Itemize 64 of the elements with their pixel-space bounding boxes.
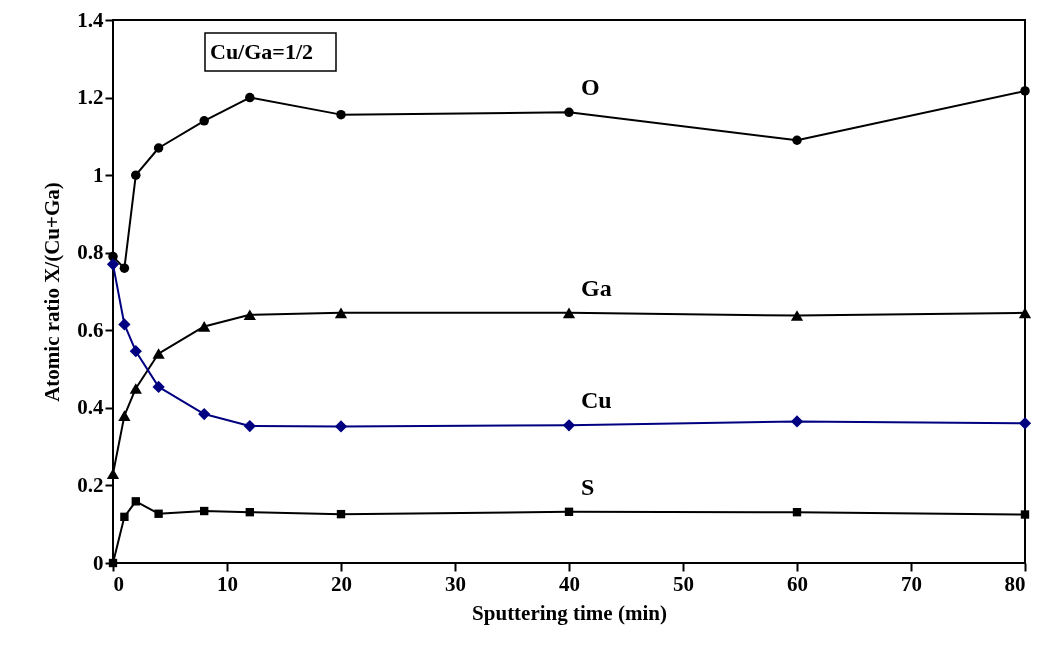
- point: [152, 348, 165, 359]
- y-tick-label: 0.4: [77, 395, 104, 420]
- point: [200, 506, 209, 516]
- x-tick-label: 60: [787, 571, 808, 596]
- point: [131, 497, 140, 506]
- point: [118, 318, 131, 331]
- point: [108, 558, 118, 568]
- point: [1020, 86, 1030, 96]
- point: [118, 410, 131, 421]
- point: [129, 345, 142, 358]
- series-label: Ga: [581, 274, 612, 301]
- series-label: Cu: [581, 387, 612, 414]
- point: [564, 107, 574, 118]
- x-tick-label: 0: [113, 571, 124, 596]
- point: [154, 509, 163, 518]
- y-tick-label: 0.6: [77, 317, 104, 342]
- y-tick-label: 0: [93, 550, 104, 575]
- point: [243, 309, 256, 321]
- point: [152, 380, 165, 394]
- x-tick-label: 20: [331, 571, 352, 596]
- annotation: Cu/Ga=1/2: [210, 39, 313, 64]
- point: [198, 407, 211, 421]
- point: [108, 251, 118, 262]
- point: [334, 420, 348, 433]
- point: [120, 512, 129, 522]
- y-tick-label: 1.2: [77, 85, 104, 110]
- point: [119, 263, 130, 273]
- point: [106, 258, 120, 271]
- point: [790, 415, 804, 428]
- point: [1018, 417, 1032, 430]
- x-tick-label: 80: [1004, 571, 1026, 596]
- point: [564, 507, 574, 516]
- point: [1018, 307, 1032, 319]
- point: [198, 321, 211, 332]
- series-label: O: [581, 74, 600, 101]
- point: [129, 383, 142, 394]
- y-axis-title: Atomic ratio X/(Cu+Ga): [40, 182, 65, 402]
- point: [1020, 510, 1030, 519]
- series-label: S: [581, 473, 595, 500]
- point: [245, 92, 255, 103]
- point: [199, 116, 209, 126]
- point: [153, 143, 164, 153]
- x-tick-label: 40: [559, 571, 580, 596]
- point: [243, 419, 256, 433]
- x-axis-title: Sputtering time (min): [472, 600, 667, 625]
- point: [336, 509, 346, 519]
- point: [792, 508, 802, 517]
- x-tick-label: 30: [445, 571, 466, 596]
- y-tick-label: 0.2: [77, 472, 104, 497]
- point: [336, 109, 346, 120]
- point: [245, 508, 254, 517]
- point: [562, 307, 576, 319]
- x-tick-label: 10: [217, 571, 238, 596]
- x-tick-label: 50: [673, 571, 694, 596]
- y-tick-label: 1: [93, 162, 104, 187]
- point: [792, 135, 802, 145]
- y-tick-label: 0.8: [77, 240, 104, 265]
- x-tick-label: 70: [901, 571, 922, 596]
- point: [790, 310, 804, 321]
- y-tick-label: 1.4: [77, 7, 104, 32]
- point: [334, 307, 348, 319]
- point: [106, 468, 120, 480]
- point: [131, 170, 141, 180]
- point: [562, 419, 576, 432]
